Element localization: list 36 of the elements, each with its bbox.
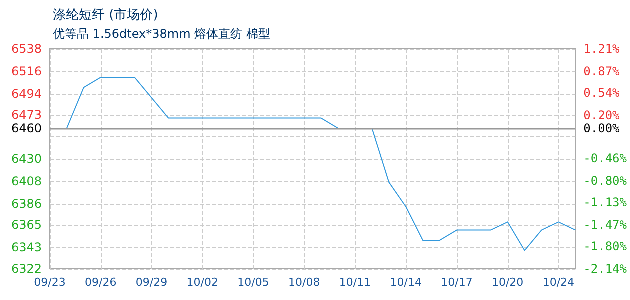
y-tick-label: 6494 <box>11 86 42 101</box>
y2-tick-label: 1.21% <box>584 42 621 56</box>
chart-title: 涤纶短纤 (市场价) <box>53 8 158 23</box>
y-tick-label: 6430 <box>11 152 42 166</box>
y2-tick-label: -0.46% <box>584 152 628 166</box>
y2-tick-label: 0.87% <box>584 64 621 78</box>
x-tick-label: 10/20 <box>492 276 524 289</box>
y2-tick-label: -2.14% <box>584 262 628 276</box>
y-tick-label: 6408 <box>11 174 42 188</box>
y2-tick-label: 0.20% <box>584 108 621 122</box>
y-tick-label: 6365 <box>11 218 42 232</box>
y2-tick-label: -1.13% <box>584 196 628 210</box>
x-tick-label: 10/05 <box>238 276 270 289</box>
y-tick-label: 6516 <box>11 64 42 78</box>
y2-tick-label: 0.54% <box>584 86 621 100</box>
x-tick-label: 10/08 <box>288 276 320 289</box>
chart-subtitle: 优等品 1.56dtex*38mm 熔体直纺 棉型 <box>53 27 270 41</box>
y-tick-label: 6473 <box>11 108 42 122</box>
x-tick-label: 09/29 <box>136 276 168 289</box>
y-tick-label: 6460 <box>11 121 42 136</box>
y-tick-label: 6538 <box>11 42 42 56</box>
y2-tick-label: -0.80% <box>584 174 628 188</box>
x-tick-label: 09/26 <box>85 276 117 289</box>
x-tick-label: 10/02 <box>186 276 218 289</box>
line-series <box>50 77 576 252</box>
x-tick-label: 09/23 <box>34 276 66 289</box>
x-tick-label: 10/11 <box>339 276 372 289</box>
y2-tick-label: -1.47% <box>584 218 628 232</box>
x-tick-label: 10/24 <box>542 276 575 289</box>
y2-tick-label: -1.80% <box>584 240 628 254</box>
x-tick-label: 10/17 <box>441 276 473 289</box>
y2-tick-label: 0.00% <box>584 121 621 136</box>
y-tick-label: 6343 <box>11 240 42 255</box>
x-tick-label: 10/14 <box>390 276 422 289</box>
y-tick-label: 6386 <box>11 196 42 211</box>
y-tick-label: 6322 <box>11 262 42 276</box>
